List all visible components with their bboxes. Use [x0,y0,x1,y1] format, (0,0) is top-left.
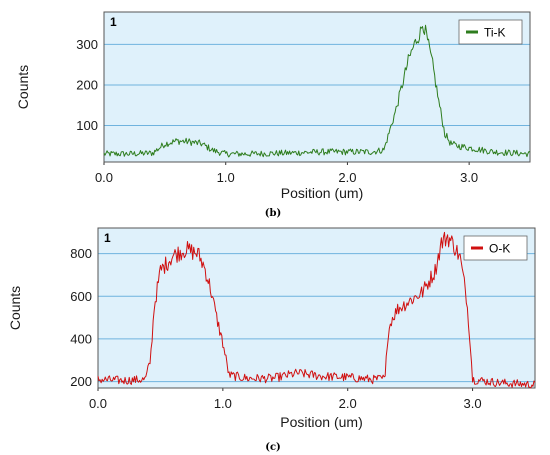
y-tick-label: 100 [76,118,98,133]
x-tick-label: 1.0 [214,396,232,411]
x-tick-label: 2.0 [338,170,356,185]
plot-area [98,228,535,388]
series-line-o-k [97,231,536,389]
panel-label-c: (c) [265,442,281,453]
y-tick-label: 200 [70,374,92,389]
plot-frame [103,11,531,163]
legend-label: O-K [489,242,510,256]
plot-corner-label: 1 [104,231,111,245]
y-axis-title: Counts [15,65,31,109]
x-tick-label: 3.0 [460,170,478,185]
x-tick-label: 0.0 [89,396,107,411]
x-tick-label: 1.0 [217,170,235,185]
x-tick-label: 0.0 [95,170,113,185]
x-axis-title: Position (um) [281,185,363,201]
y-axis-title: Counts [7,286,23,330]
chart-panel-b: 100 200 300 0.0 1.0 2.0 3.0 Ti-K 1 Position (um) C… [15,11,531,201]
x-tick-label: 3.0 [464,396,482,411]
y-tick-label: 600 [70,289,92,304]
panel-label-b: (b) [265,208,281,219]
y-tick-label: 300 [76,37,98,52]
y-tick-label: 400 [70,331,92,346]
x-tick-label: 2.0 [339,396,357,411]
x-axis-title: Position (um) [280,414,362,430]
plot-frame [97,227,536,389]
legend-label: Ti-K [484,26,506,40]
plot-corner-label: 1 [110,15,117,29]
y-tick-label: 800 [70,246,92,261]
series-line-ti-k [103,24,531,158]
chart-panel-c: 200 400 600 800 0.0 1.0 2.0 3.0 O-K 1 Position (um… [7,227,536,430]
y-tick-label: 200 [76,77,98,92]
